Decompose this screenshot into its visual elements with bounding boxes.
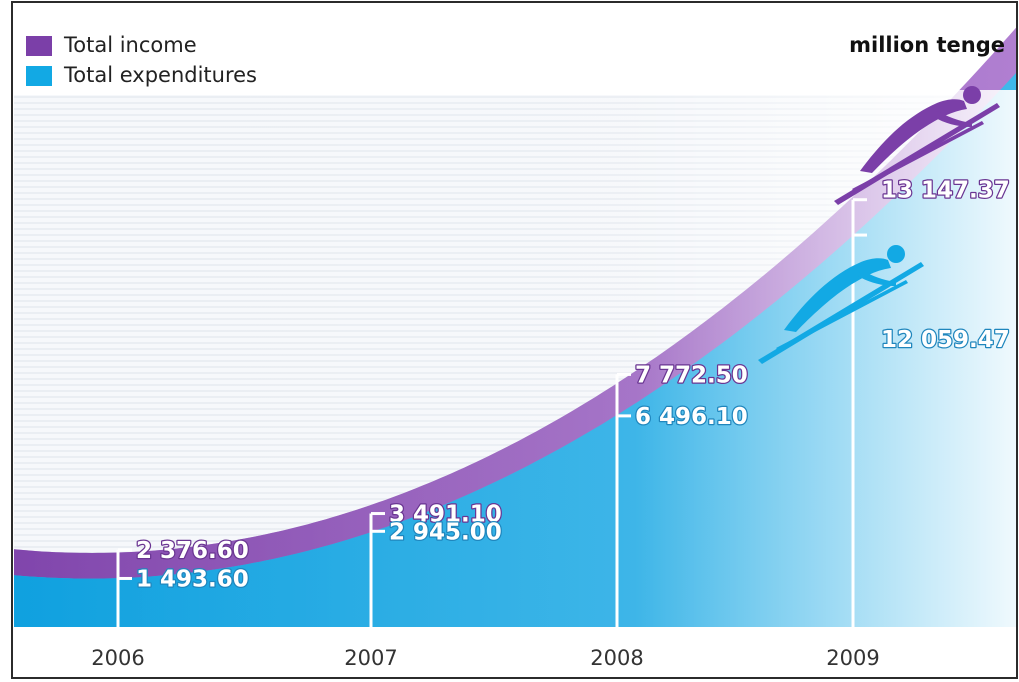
legend-label-income: Total income bbox=[63, 33, 197, 57]
legend-swatch-expenditures bbox=[26, 66, 52, 86]
value-label-income: 2 376.60 bbox=[136, 538, 249, 564]
legend-label-expenditures: Total expenditures bbox=[63, 63, 257, 87]
value-label-expenditures: 2 945.00 bbox=[389, 519, 502, 545]
fade-overlay bbox=[14, 90, 1016, 627]
value-label-income: 13 147.37 bbox=[881, 178, 1010, 204]
legend: Total income Total expenditures bbox=[26, 33, 257, 87]
x-tick-label: 2006 bbox=[91, 646, 144, 670]
value-label-income: 3 491.10 bbox=[389, 502, 502, 528]
value-label-expenditures: 6 496.10 bbox=[635, 404, 748, 430]
ski-jumper-icon bbox=[834, 86, 1000, 205]
value-label-expenditures: 12 059.47 bbox=[881, 327, 1010, 353]
unit-label: million tenge bbox=[849, 33, 1005, 57]
x-tick-label: 2007 bbox=[344, 646, 397, 670]
ski-jumper-icon bbox=[758, 245, 924, 364]
x-tick-label: 2009 bbox=[826, 646, 879, 670]
value-label-expenditures: 1 493.60 bbox=[136, 566, 249, 592]
legend-swatch-income bbox=[26, 36, 52, 56]
x-axis-band bbox=[14, 627, 1016, 677]
value-label-income: 7 772.50 bbox=[635, 362, 748, 388]
x-tick-label: 2008 bbox=[590, 646, 643, 670]
